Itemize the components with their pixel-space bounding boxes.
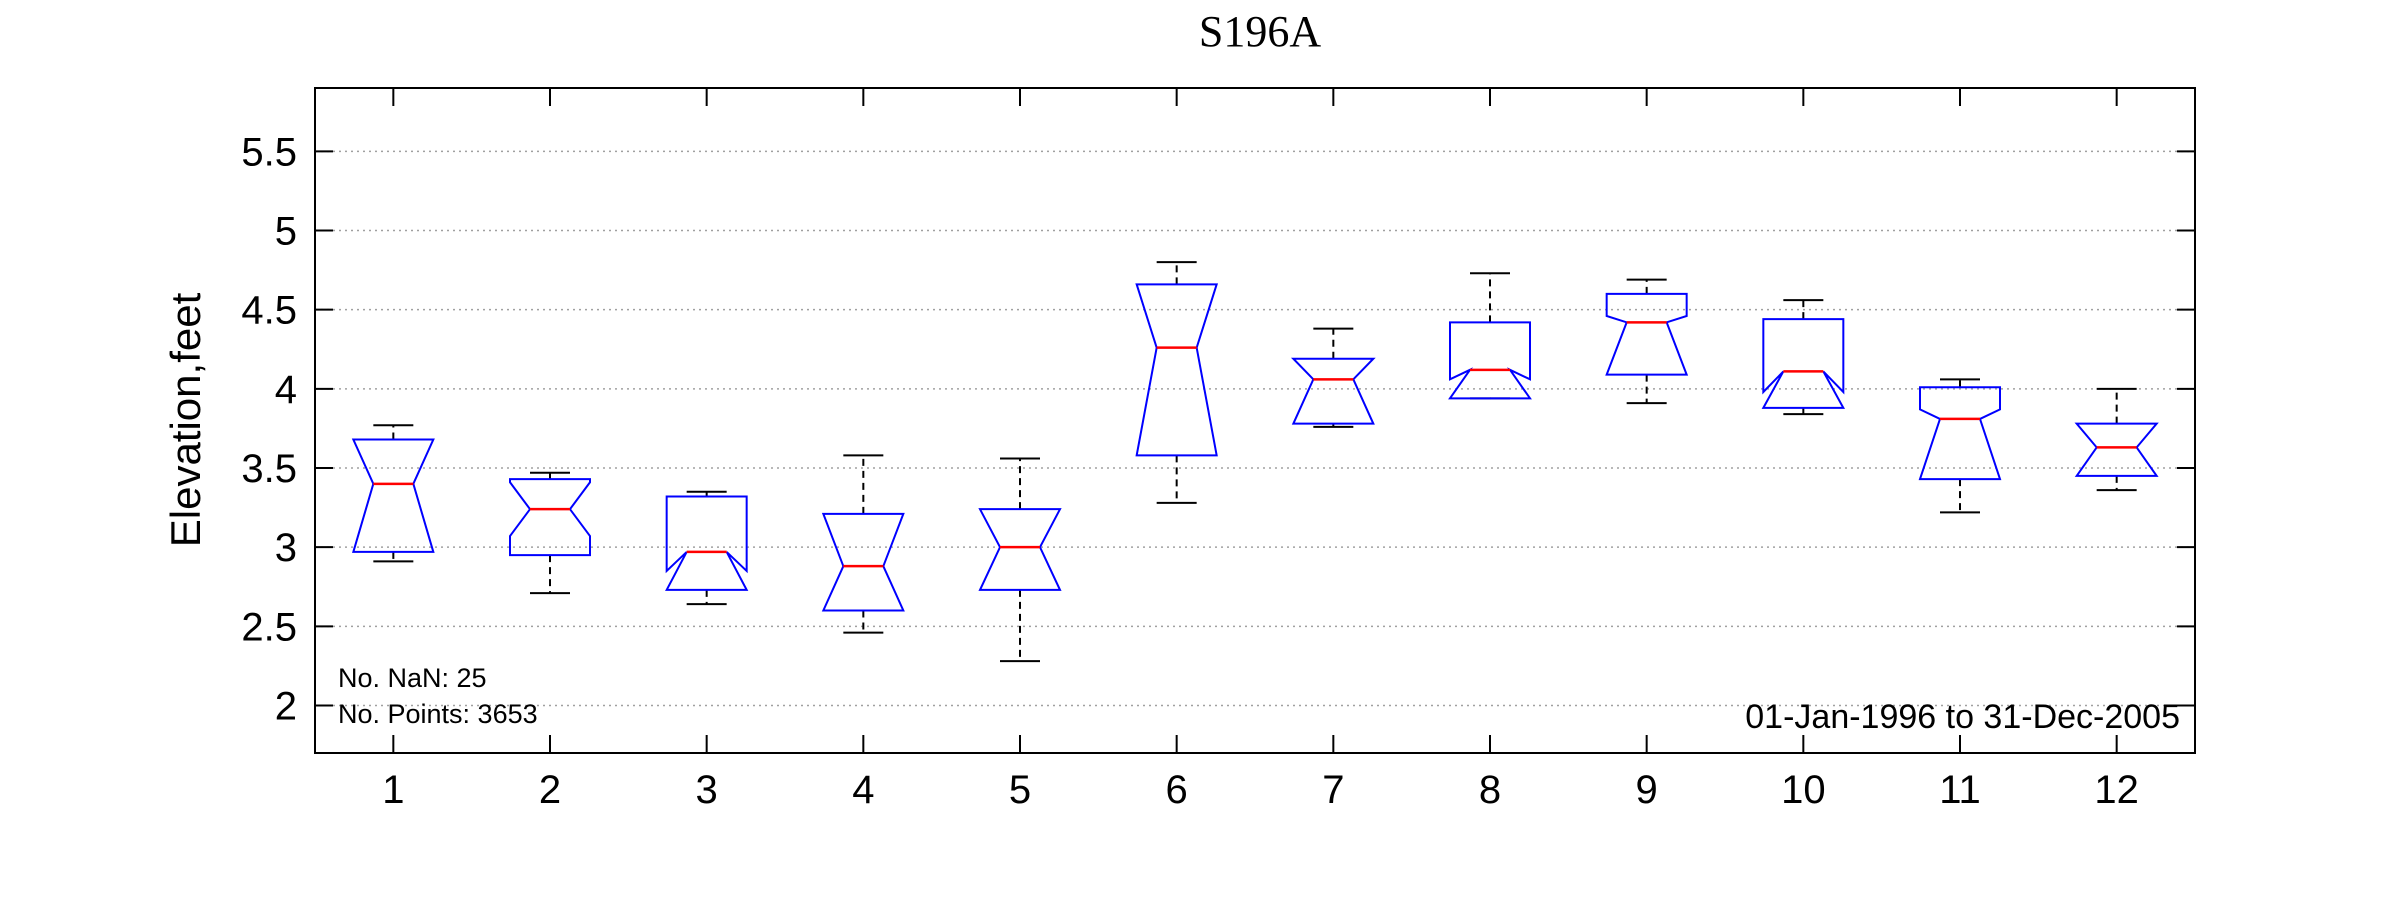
box-month-7	[1290, 327, 1376, 428]
points-count-note: No. Points: 3653	[338, 699, 538, 729]
notched-box	[1448, 321, 1532, 400]
notched-box	[351, 438, 435, 553]
notched-box	[821, 512, 905, 612]
notched-box	[1605, 292, 1689, 376]
box-month-11	[1918, 378, 2002, 514]
box-month-3	[665, 490, 749, 606]
box-month-8	[1448, 272, 1532, 400]
notched-box	[509, 478, 591, 557]
nan-count-note: No. NaN: 25	[338, 663, 487, 693]
box-month-9	[1605, 278, 1689, 405]
notched-box	[1918, 386, 2002, 481]
x-tick-label: 7	[1322, 768, 1344, 812]
x-tick-label: 11	[1939, 768, 1981, 812]
plot-frame	[314, 87, 2196, 754]
x-tick-label: 1	[382, 768, 404, 812]
x-tick-label: 4	[852, 768, 874, 812]
notched-box	[1761, 318, 1846, 409]
x-tick-label: 3	[696, 768, 718, 812]
y-tick-label: 3.5	[241, 447, 297, 491]
grid-layer	[315, 150, 2195, 707]
x-tick-label: 12	[2094, 768, 2139, 812]
box-month-1	[351, 424, 435, 563]
box-layer	[351, 261, 2159, 663]
chart-title: S196A	[1199, 7, 1321, 56]
box-month-5	[978, 457, 1062, 663]
y-tick-label: 2	[275, 685, 297, 729]
notched-box	[665, 495, 749, 591]
notched-box	[978, 508, 1062, 591]
x-tick-label: 6	[1166, 768, 1188, 812]
box-month-10	[1761, 299, 1846, 416]
tick-layer: 22.533.544.555.51 2 3 4 5 6 7 8 9 10 11 12	[241, 88, 2195, 812]
x-tick-label: 5	[1009, 768, 1031, 812]
y-tick-label: 4	[275, 368, 297, 412]
y-tick-label: 3	[275, 526, 297, 570]
x-tick-label: 2	[539, 768, 561, 812]
y-tick-label: 2.5	[241, 605, 297, 649]
date-range-note: 01-Jan-1996 to 31-Dec-2005	[1745, 698, 2180, 736]
x-tick-label: 8	[1479, 768, 1501, 812]
box-month-4	[821, 454, 905, 634]
y-tick-label: 5	[275, 210, 297, 254]
box-month-6	[1135, 261, 1219, 504]
y-tick-label: 4.5	[241, 289, 297, 333]
notched-box	[1290, 357, 1376, 425]
box-month-2	[509, 471, 591, 595]
y-tick-label: 5.5	[241, 130, 297, 174]
x-tick-label: 10	[1781, 768, 1826, 812]
x-tick-label: 9	[1636, 768, 1658, 812]
y-axis-label: Elevation,feet	[162, 292, 209, 547]
box-month-12	[2074, 387, 2159, 492]
